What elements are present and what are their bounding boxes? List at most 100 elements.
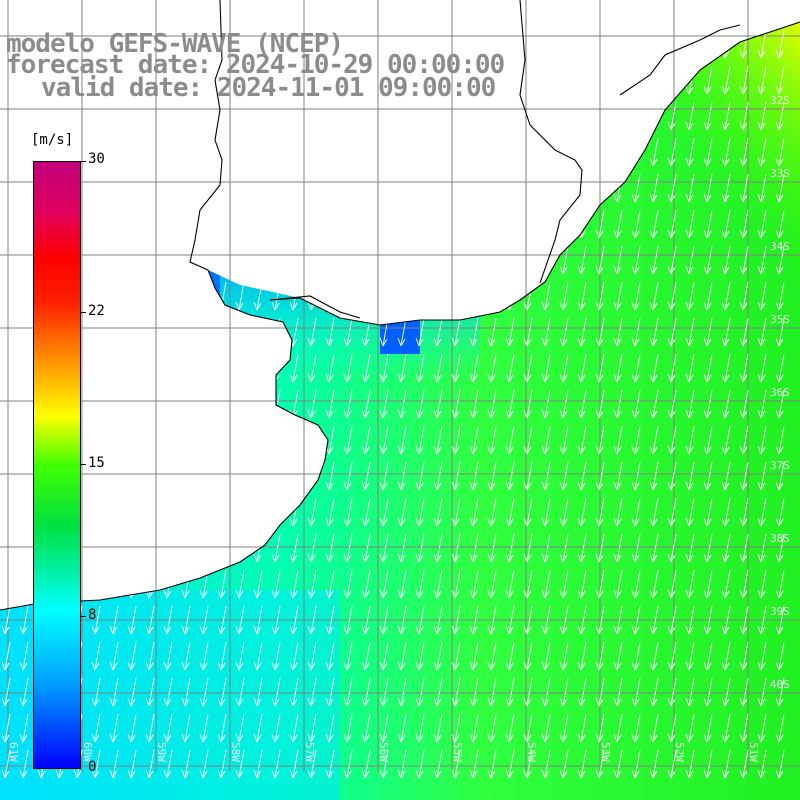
wind-arrow <box>145 137 155 167</box>
wind-arrow <box>721 677 731 707</box>
wind-arrow <box>91 209 101 239</box>
wind-arrow <box>577 245 587 275</box>
wind-arrow <box>577 317 587 347</box>
wind-arrow <box>343 641 353 671</box>
wind-arrow <box>325 677 335 707</box>
wind-arrow <box>253 605 263 635</box>
wind-arrow <box>217 677 227 707</box>
wind-arrow <box>739 641 749 671</box>
wind-arrow <box>163 461 173 491</box>
wind-arrow <box>343 137 353 167</box>
wind-arrow <box>451 533 461 563</box>
wind-arrow <box>775 389 785 419</box>
wind-arrow <box>433 713 443 743</box>
wind-arrow <box>523 569 533 599</box>
wind-arrow <box>343 389 353 419</box>
wind-arrow <box>199 497 209 527</box>
wind-arrow <box>541 317 551 347</box>
wind-arrow <box>145 389 155 419</box>
wind-arrow <box>415 173 425 203</box>
wind-arrow <box>703 677 713 707</box>
valid-date: valid date: 2024-11-01 09:00:00 <box>41 73 496 103</box>
wind-arrow <box>433 317 443 347</box>
wind-arrow <box>739 245 749 275</box>
wind-arrow <box>217 605 227 635</box>
lat-label: 39S <box>770 605 790 618</box>
wind-arrow <box>649 641 659 671</box>
wind-arrow <box>649 533 659 563</box>
wind-arrow <box>649 137 659 167</box>
wind-arrow <box>541 389 551 419</box>
wind-arrow <box>235 209 245 239</box>
wind-arrow <box>451 245 461 275</box>
wind-arrow <box>91 533 101 563</box>
wind-arrow <box>91 713 101 743</box>
wind-arrow <box>505 497 515 527</box>
wind-arrow <box>523 173 533 203</box>
wind-arrow <box>271 209 281 239</box>
wind-arrow <box>685 569 695 599</box>
wind-arrow <box>469 353 479 383</box>
wind-arrow <box>361 749 371 779</box>
wind-arrow <box>397 101 407 131</box>
wind-arrow <box>163 137 173 167</box>
wind-arrow <box>631 461 641 491</box>
wind-arrow <box>415 425 425 455</box>
wind-arrow <box>181 497 191 527</box>
wind-arrow <box>199 713 209 743</box>
wind-arrow <box>217 497 227 527</box>
coastline <box>0 0 800 611</box>
wind-arrow <box>379 425 389 455</box>
wind-arrow <box>343 461 353 491</box>
wind-arrow <box>505 29 515 59</box>
wind-arrow <box>361 281 371 311</box>
wind-arrow <box>163 281 173 311</box>
wind-arrow <box>145 281 155 311</box>
wind-arrow <box>703 101 713 131</box>
wind-arrow <box>19 101 29 131</box>
wind-arrow <box>289 353 299 383</box>
wind-arrow <box>541 677 551 707</box>
wind-arrow <box>595 749 605 779</box>
wind-arrow <box>685 605 695 635</box>
wind-arrow <box>19 137 29 167</box>
wind-arrow <box>433 425 443 455</box>
lon-label: 58W <box>229 742 242 762</box>
wind-arrow <box>613 29 623 59</box>
wind-arrow <box>181 425 191 455</box>
colorbar-unit: [m/s] <box>31 132 74 148</box>
wind-arrow <box>181 713 191 743</box>
wind-arrow <box>487 389 497 419</box>
wind-arrow <box>739 173 749 203</box>
wind-arrow <box>649 389 659 419</box>
wind-arrow <box>379 101 389 131</box>
wind-arrow <box>361 605 371 635</box>
wind-arrow <box>127 389 137 419</box>
wind-arrow <box>19 173 29 203</box>
colorbar-tickmark <box>80 312 86 313</box>
model-title: modelo GEFS-WAVE (NCEP) <box>6 29 344 59</box>
wind-arrow <box>523 713 533 743</box>
wind-arrow <box>685 713 695 743</box>
wind-arrow <box>91 317 101 347</box>
wind-arrow <box>541 65 551 95</box>
wind-arrow <box>415 137 425 167</box>
wind-arrow <box>703 389 713 419</box>
wind-arrow <box>289 425 299 455</box>
wind-arrow <box>667 569 677 599</box>
wind-arrow <box>739 389 749 419</box>
wind-arrow <box>649 209 659 239</box>
wind-arrow <box>181 749 191 779</box>
wind-arrow <box>109 389 119 419</box>
wind-arrow <box>649 605 659 635</box>
wind-arrow <box>163 101 173 131</box>
wind-arrow <box>703 425 713 455</box>
wind-arrow <box>775 749 785 779</box>
lon-label: 60W <box>81 742 94 762</box>
wind-arrow <box>631 641 641 671</box>
wind-arrow <box>379 137 389 167</box>
wind-arrow <box>613 713 623 743</box>
wind-arrow <box>19 425 29 455</box>
wind-arrow <box>595 389 605 419</box>
wind-arrow <box>199 101 209 131</box>
